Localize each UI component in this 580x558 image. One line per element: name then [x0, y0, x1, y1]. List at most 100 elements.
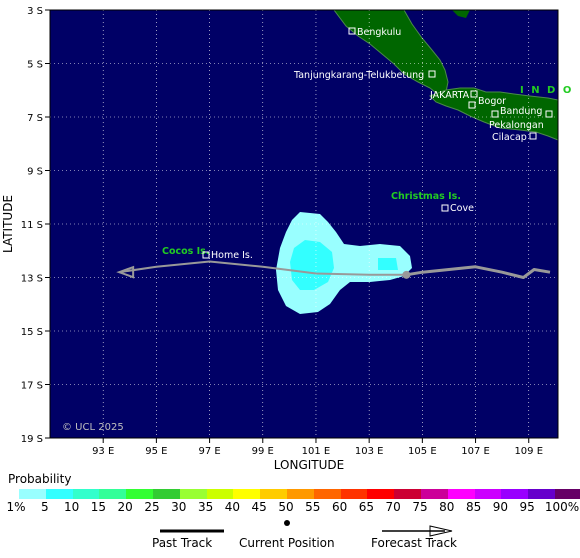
place-label: Cilacap [492, 132, 527, 143]
city-marker-icon [428, 70, 436, 78]
legend-tick-label: 85 [465, 500, 482, 514]
place-label: Bandung [500, 106, 542, 117]
legend-swatch [367, 489, 395, 499]
x-axis-title: LONGITUDE [274, 458, 344, 472]
place-label: Bogor [478, 96, 506, 107]
legend-swatch [126, 489, 153, 499]
legend-swatch [420, 489, 448, 499]
legend-tick-label: 30 [171, 500, 187, 514]
legend-tick-label: 95 [519, 500, 535, 514]
legend-tick-label: 45 [251, 500, 267, 514]
place-label: JAKARTA [429, 90, 470, 101]
city-marker-icon [441, 204, 449, 212]
legend-tick-label: 75 [412, 500, 428, 514]
place-label: Home Is. [211, 250, 253, 261]
y-tick-label: 5 S [27, 60, 43, 71]
legend-tick-label: 60 [331, 500, 348, 514]
legend-tick-label: 40 [224, 500, 241, 514]
legend-tick-label: 55 [305, 500, 321, 514]
legend-tick-label: 1% [6, 500, 26, 514]
y-tick-label: 17 S [21, 381, 43, 392]
place-label: Tanjungkarang-Telukbetung [293, 70, 424, 81]
y-tick-label: 15 S [21, 327, 43, 338]
place-cove: Cove [441, 203, 474, 214]
island-label-cocos: Cocos Is. [162, 246, 209, 257]
legend-tick-label: 80 [439, 500, 455, 514]
x-tick-label: 101 E [302, 446, 331, 457]
legend-swatch [313, 489, 341, 499]
y-axis-title: LATITUDE [1, 195, 15, 253]
past-track-line [406, 265, 551, 279]
legend-swatch [19, 489, 46, 499]
place-bengkulu: Bengkulu [348, 27, 401, 38]
x-tick-label: 99 E [252, 446, 274, 457]
legend-tick-label: 90 [492, 500, 509, 514]
forecast-arrowhead-icon [116, 265, 135, 279]
place-pekalongan: Pekalongan [489, 110, 553, 131]
legend-tick-label: 20 [117, 500, 133, 514]
place-tanjungkarang: Tanjungkarang-Telukbetung [293, 70, 436, 81]
legend-swatch [554, 489, 580, 499]
x-tick-label: 95 E [145, 446, 167, 457]
city-marker-icon [545, 110, 553, 118]
copyright-notice: © UCL 2025 [62, 422, 124, 433]
y-tick-label: 7 S [27, 113, 43, 124]
legend-swatch [474, 489, 502, 499]
legend-tick-label: 100% [544, 500, 580, 514]
city-marker-icon [202, 251, 210, 259]
legend-tick-label: 5 [40, 500, 49, 514]
legend-tick-label: 25 [144, 500, 160, 514]
place-home-island: Home Is. [202, 250, 253, 261]
forecast-arrow-key-icon [429, 525, 453, 537]
island-label-christmas: Christmas Is. [391, 191, 461, 202]
legend-swatch [394, 489, 421, 499]
current-position-label: Current Position [239, 536, 335, 550]
place-bandung: Bandung [491, 106, 542, 118]
legend-tick-label: 50 [278, 500, 294, 514]
legend-swatch [179, 489, 207, 499]
y-tick-label: 11 S [21, 220, 43, 231]
place-label: Pekalongan [489, 120, 544, 131]
place-cilacap: Cilacap [492, 132, 537, 143]
place-label: Cove [450, 203, 474, 214]
y-tick-label: 3 S [27, 6, 43, 17]
place-label: Bengkulu [357, 27, 401, 38]
track-key [160, 520, 453, 537]
forecast-track-label: Forecast Track [371, 536, 457, 550]
x-tick-label: 97 E [198, 446, 220, 457]
probability-color-bar [18, 488, 580, 500]
legend-swatch [152, 489, 180, 499]
legend-swatch [45, 489, 73, 499]
y-tick-label: 13 S [21, 274, 43, 285]
legend-swatch [286, 489, 314, 499]
probability-band-5pct-east [378, 258, 398, 270]
coastline-fragment [452, 10, 470, 18]
x-tick-label: 105 E [408, 446, 437, 457]
y-tick-label: 9 S [27, 167, 43, 178]
legend-swatch [447, 489, 475, 499]
legend-swatch [260, 489, 287, 499]
probability-scale-ticks: 1% 5 10 15 20 25 30 35 40 45 50 55 60 65 70 75 80 85 90 95 1… [0, 500, 580, 514]
legend-tick-label: 70 [385, 500, 401, 514]
city-marker-icon [529, 132, 537, 140]
legend-tick-label: 65 [358, 500, 375, 514]
axis-ticks: 93 E 95 E 97 E 99 E 101 E 103 E 105 E 107 E 109 … [21, 6, 543, 457]
legend-tick-label: 35 [197, 500, 214, 514]
legend-tick-label: 15 [90, 500, 107, 514]
x-tick-label: 107 E [461, 446, 490, 457]
legend-swatch [72, 489, 100, 499]
legend-swatch [340, 489, 368, 499]
current-position-marker [402, 270, 411, 279]
x-tick-label: 109 E [514, 446, 543, 457]
legend-swatch [233, 489, 261, 499]
legend-swatch [528, 489, 555, 499]
place-jakarta: JAKARTA [429, 90, 478, 101]
city-marker-icon [468, 101, 476, 109]
forecast-track-line [119, 260, 407, 276]
city-marker-icon [470, 90, 478, 98]
past-track-label: Past Track [152, 536, 213, 550]
legend-title: Probability [8, 472, 72, 486]
city-marker-icon [491, 110, 499, 118]
legend-swatch [501, 489, 529, 499]
